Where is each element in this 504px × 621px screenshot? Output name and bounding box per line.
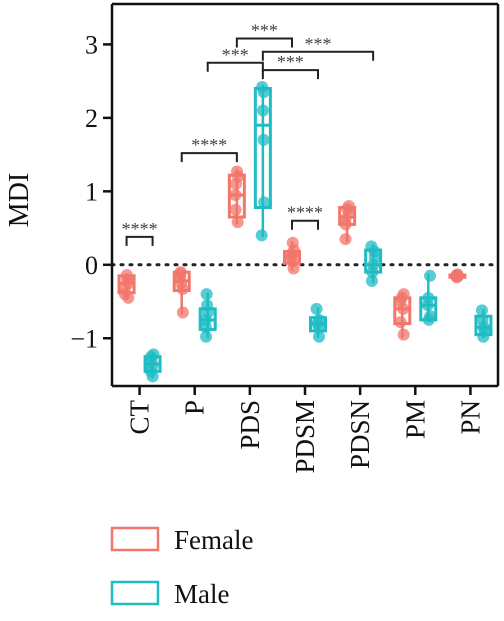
significance-label: ****	[191, 135, 227, 155]
data-point	[398, 329, 410, 341]
data-point	[340, 233, 352, 245]
y-tick-label: 1	[85, 177, 98, 206]
data-point	[256, 229, 268, 241]
data-point	[287, 237, 299, 249]
box-male-ct	[145, 348, 160, 382]
box-male-pdsn	[365, 240, 380, 287]
data-point	[177, 307, 189, 319]
legend-item-male: Male	[112, 579, 229, 609]
box-female-pdsm	[285, 237, 300, 275]
significance-bracket: ***	[237, 21, 292, 48]
x-tick-label: PDSM	[290, 400, 320, 474]
box-male-pn	[476, 304, 491, 342]
significance-bracket: ****	[287, 203, 323, 230]
box-male-pdsm	[311, 303, 326, 343]
significance-bracket: ****	[122, 219, 158, 246]
legend-swatch	[112, 528, 158, 550]
y-tick-label: −1	[70, 324, 98, 353]
box-female-pn	[450, 268, 465, 283]
box-male-pm	[421, 270, 436, 326]
significance-bracket: ****	[182, 135, 237, 162]
y-axis-label: MDI	[4, 173, 35, 227]
box-male-pds	[255, 81, 270, 241]
x-tick-label: PDSN	[345, 400, 375, 469]
data-point	[258, 134, 270, 146]
data-point	[476, 304, 488, 316]
x-tick-label: PM	[400, 400, 430, 439]
x-tick-label: CT	[125, 400, 155, 435]
significance-label: ****	[122, 219, 158, 239]
y-tick-label: 0	[85, 251, 98, 280]
significance-bracket: ***	[208, 45, 263, 72]
significance-bracket: ***	[263, 52, 318, 79]
x-tick-label: PN	[455, 400, 485, 435]
data-point	[148, 348, 160, 360]
x-tick-label: PDS	[235, 400, 265, 450]
data-point	[201, 288, 213, 300]
legend: Female Male	[112, 525, 253, 609]
data-point	[424, 270, 436, 282]
significance-label: ***	[251, 21, 278, 41]
significance-label: ***	[222, 45, 249, 65]
legend-swatch	[112, 582, 158, 604]
box-female-ct	[119, 269, 134, 304]
significance-label: ****	[287, 203, 323, 223]
significance-label: ***	[305, 34, 332, 54]
y-tick-label: 2	[85, 104, 98, 133]
significance-label: ***	[277, 52, 304, 72]
plot-area: ************************	[112, 21, 498, 383]
x-tick-label: P	[180, 400, 210, 415]
data-point	[257, 105, 269, 117]
legend-label: Male	[174, 579, 229, 609]
box-male-p	[200, 288, 215, 343]
box-female-pdsn	[339, 200, 355, 245]
legend-label: Female	[174, 525, 253, 555]
legend-item-female: Female	[112, 525, 253, 555]
y-tick-label: 3	[85, 30, 98, 59]
data-point	[230, 204, 242, 216]
box-female-p	[174, 266, 189, 318]
data-point	[311, 303, 323, 315]
box-female-pds	[229, 165, 244, 228]
box-female-pm	[394, 288, 409, 340]
